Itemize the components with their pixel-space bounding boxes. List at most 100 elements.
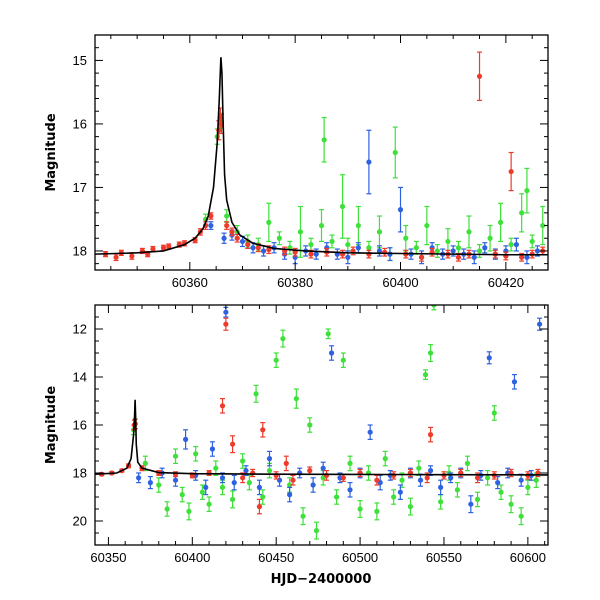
top-y-tick-label-3: 18	[73, 243, 87, 258]
top-series-1-point-5	[260, 245, 267, 257]
top-series-0-point-20	[234, 233, 240, 243]
top-series-2-point-19	[376, 215, 383, 249]
bottom-series-2-point-13	[240, 453, 246, 469]
top-series-0-point-7	[160, 244, 167, 251]
bottom-series-1-point-19	[328, 345, 335, 361]
top-series-2-point-29	[476, 243, 483, 258]
bottom-series-2-point-19	[280, 329, 286, 348]
bottom-series-1-point-30	[438, 479, 444, 496]
bottom-series-2-point-6	[186, 502, 192, 521]
top-series-layer	[102, 51, 546, 265]
top-series-2-point-31	[497, 202, 504, 243]
top-series-2-point-33	[519, 193, 525, 233]
top-series-0-point-40	[503, 251, 509, 261]
top-series-0-point-41	[508, 151, 514, 192]
top-series-1-point-1	[221, 232, 227, 244]
top-series-2-point-10	[297, 205, 304, 258]
top-series-2-point-13	[321, 116, 327, 163]
bottom-series-0-point-17	[260, 422, 266, 438]
bottom-series-0-point-27	[407, 468, 414, 478]
bottom-series-0-point-25	[374, 474, 380, 486]
bottom-series-0-point-24	[357, 468, 363, 478]
bottom-series-2-point-32	[374, 502, 380, 521]
top-series-0-point-28	[339, 249, 346, 259]
bottom-x-tick-label-1: 60400	[174, 550, 210, 565]
top-series-1-point-26	[482, 242, 488, 254]
bottom-y-tick-label-0: 12	[73, 322, 87, 337]
top-series-2-point-22	[403, 224, 409, 252]
bottom-series-0-point-16	[256, 498, 263, 515]
top-x-tick-label-1: 60380	[277, 275, 313, 290]
bottom-y-tick-label-2: 16	[73, 418, 87, 433]
bottom-series-2-point-10	[213, 460, 219, 476]
top-series-2-point-32	[508, 237, 514, 252]
top-series-1-point-12	[334, 248, 340, 260]
bottom-x-tick-label-2: 60450	[258, 550, 294, 565]
bottom-series-2-point-9	[206, 496, 212, 512]
bottom-series-2-point-24	[313, 521, 320, 540]
bottom-series-0-point-10	[206, 470, 212, 476]
bottom-series-1-point-0	[136, 472, 142, 484]
bottom-series-1-point-38	[511, 374, 518, 390]
bottom-x-tick-label-3: 60500	[342, 550, 378, 565]
top-series-2-point-8	[276, 231, 282, 246]
top-series-2-point-34	[524, 167, 530, 214]
top-y-tick-label-1: 16	[73, 116, 87, 131]
top-series-1-point-15	[366, 129, 372, 195]
bottom-series-2-point-49	[508, 495, 514, 514]
top-series-1-point-30	[524, 250, 530, 265]
bottom-series-1-point-4	[183, 429, 189, 450]
bottom-y-tick-label-1: 14	[73, 370, 87, 385]
bottom-series-2-point-43	[454, 482, 460, 498]
top-y-tick-label-2: 17	[73, 180, 87, 195]
top-series-0-point-30	[366, 249, 372, 259]
top-series-1-point-0	[208, 221, 214, 230]
bottom-series-2-point-41	[438, 494, 444, 510]
top-series-2-point-15	[339, 174, 346, 239]
top-series-2-point-30	[487, 224, 493, 252]
bottom-series-2-point-34	[391, 489, 397, 505]
bottom-series-2-point-33	[382, 450, 388, 467]
bottom-series-2-point-48	[498, 484, 504, 500]
top-model-layer	[95, 57, 548, 256]
top-series-2-point-36	[540, 205, 546, 246]
top-series-2-point-27	[455, 240, 462, 255]
bottom-series-2-point-16	[260, 489, 266, 505]
top-series-2-point-25	[434, 243, 440, 258]
bottom-series-2-point-5	[179, 486, 185, 503]
bottom-series-1-point-26	[397, 484, 403, 500]
top-series-0-point-23	[266, 245, 272, 255]
bottom-series-1-point-10	[231, 474, 237, 491]
top-series-1-point-23	[450, 245, 456, 257]
bottom-series-1-point-24	[377, 474, 383, 491]
bottom-series-1-point-33	[468, 495, 474, 514]
bottom-series-1-point-13	[266, 450, 273, 467]
top-series-2-point-12	[318, 209, 325, 243]
top-series-2-point-11	[308, 237, 314, 252]
bottom-series-1-point-41	[537, 317, 543, 331]
bottom-series-0-point-11	[219, 398, 226, 414]
bottom-series-2-point-15	[253, 384, 259, 403]
top-series-2-point-28	[466, 215, 472, 249]
bottom-series-1-point-39	[518, 473, 524, 487]
bottom-series-0-point-29	[427, 426, 434, 443]
bottom-series-1-point-15	[287, 486, 293, 503]
top-series-0-point-38	[476, 51, 483, 102]
top-series-0-point-19	[229, 227, 235, 237]
bottom-series-2-point-7	[193, 446, 199, 462]
top-series-0-point-33	[418, 252, 425, 262]
bottom-series-1-point-35	[486, 351, 492, 365]
top-model-curve	[95, 57, 548, 256]
bottom-series-2-point-14	[246, 474, 252, 491]
bottom-series-2-point-51	[525, 479, 531, 496]
bottom-series-2-point-46	[485, 470, 491, 486]
bottom-series-2-point-44	[464, 455, 471, 472]
top-series-1-point-29	[513, 237, 519, 252]
bottom-series-2-point-2	[156, 477, 162, 493]
top-panel: 60360 60380 60400 60420 15 16 17 18 Magnitude	[44, 34, 549, 290]
bottom-series-1-point-1	[147, 476, 153, 490]
top-x-tick-label-3: 60420	[488, 275, 524, 290]
top-series-2-point-21	[392, 126, 398, 179]
top-series-1-point-18	[397, 186, 404, 233]
